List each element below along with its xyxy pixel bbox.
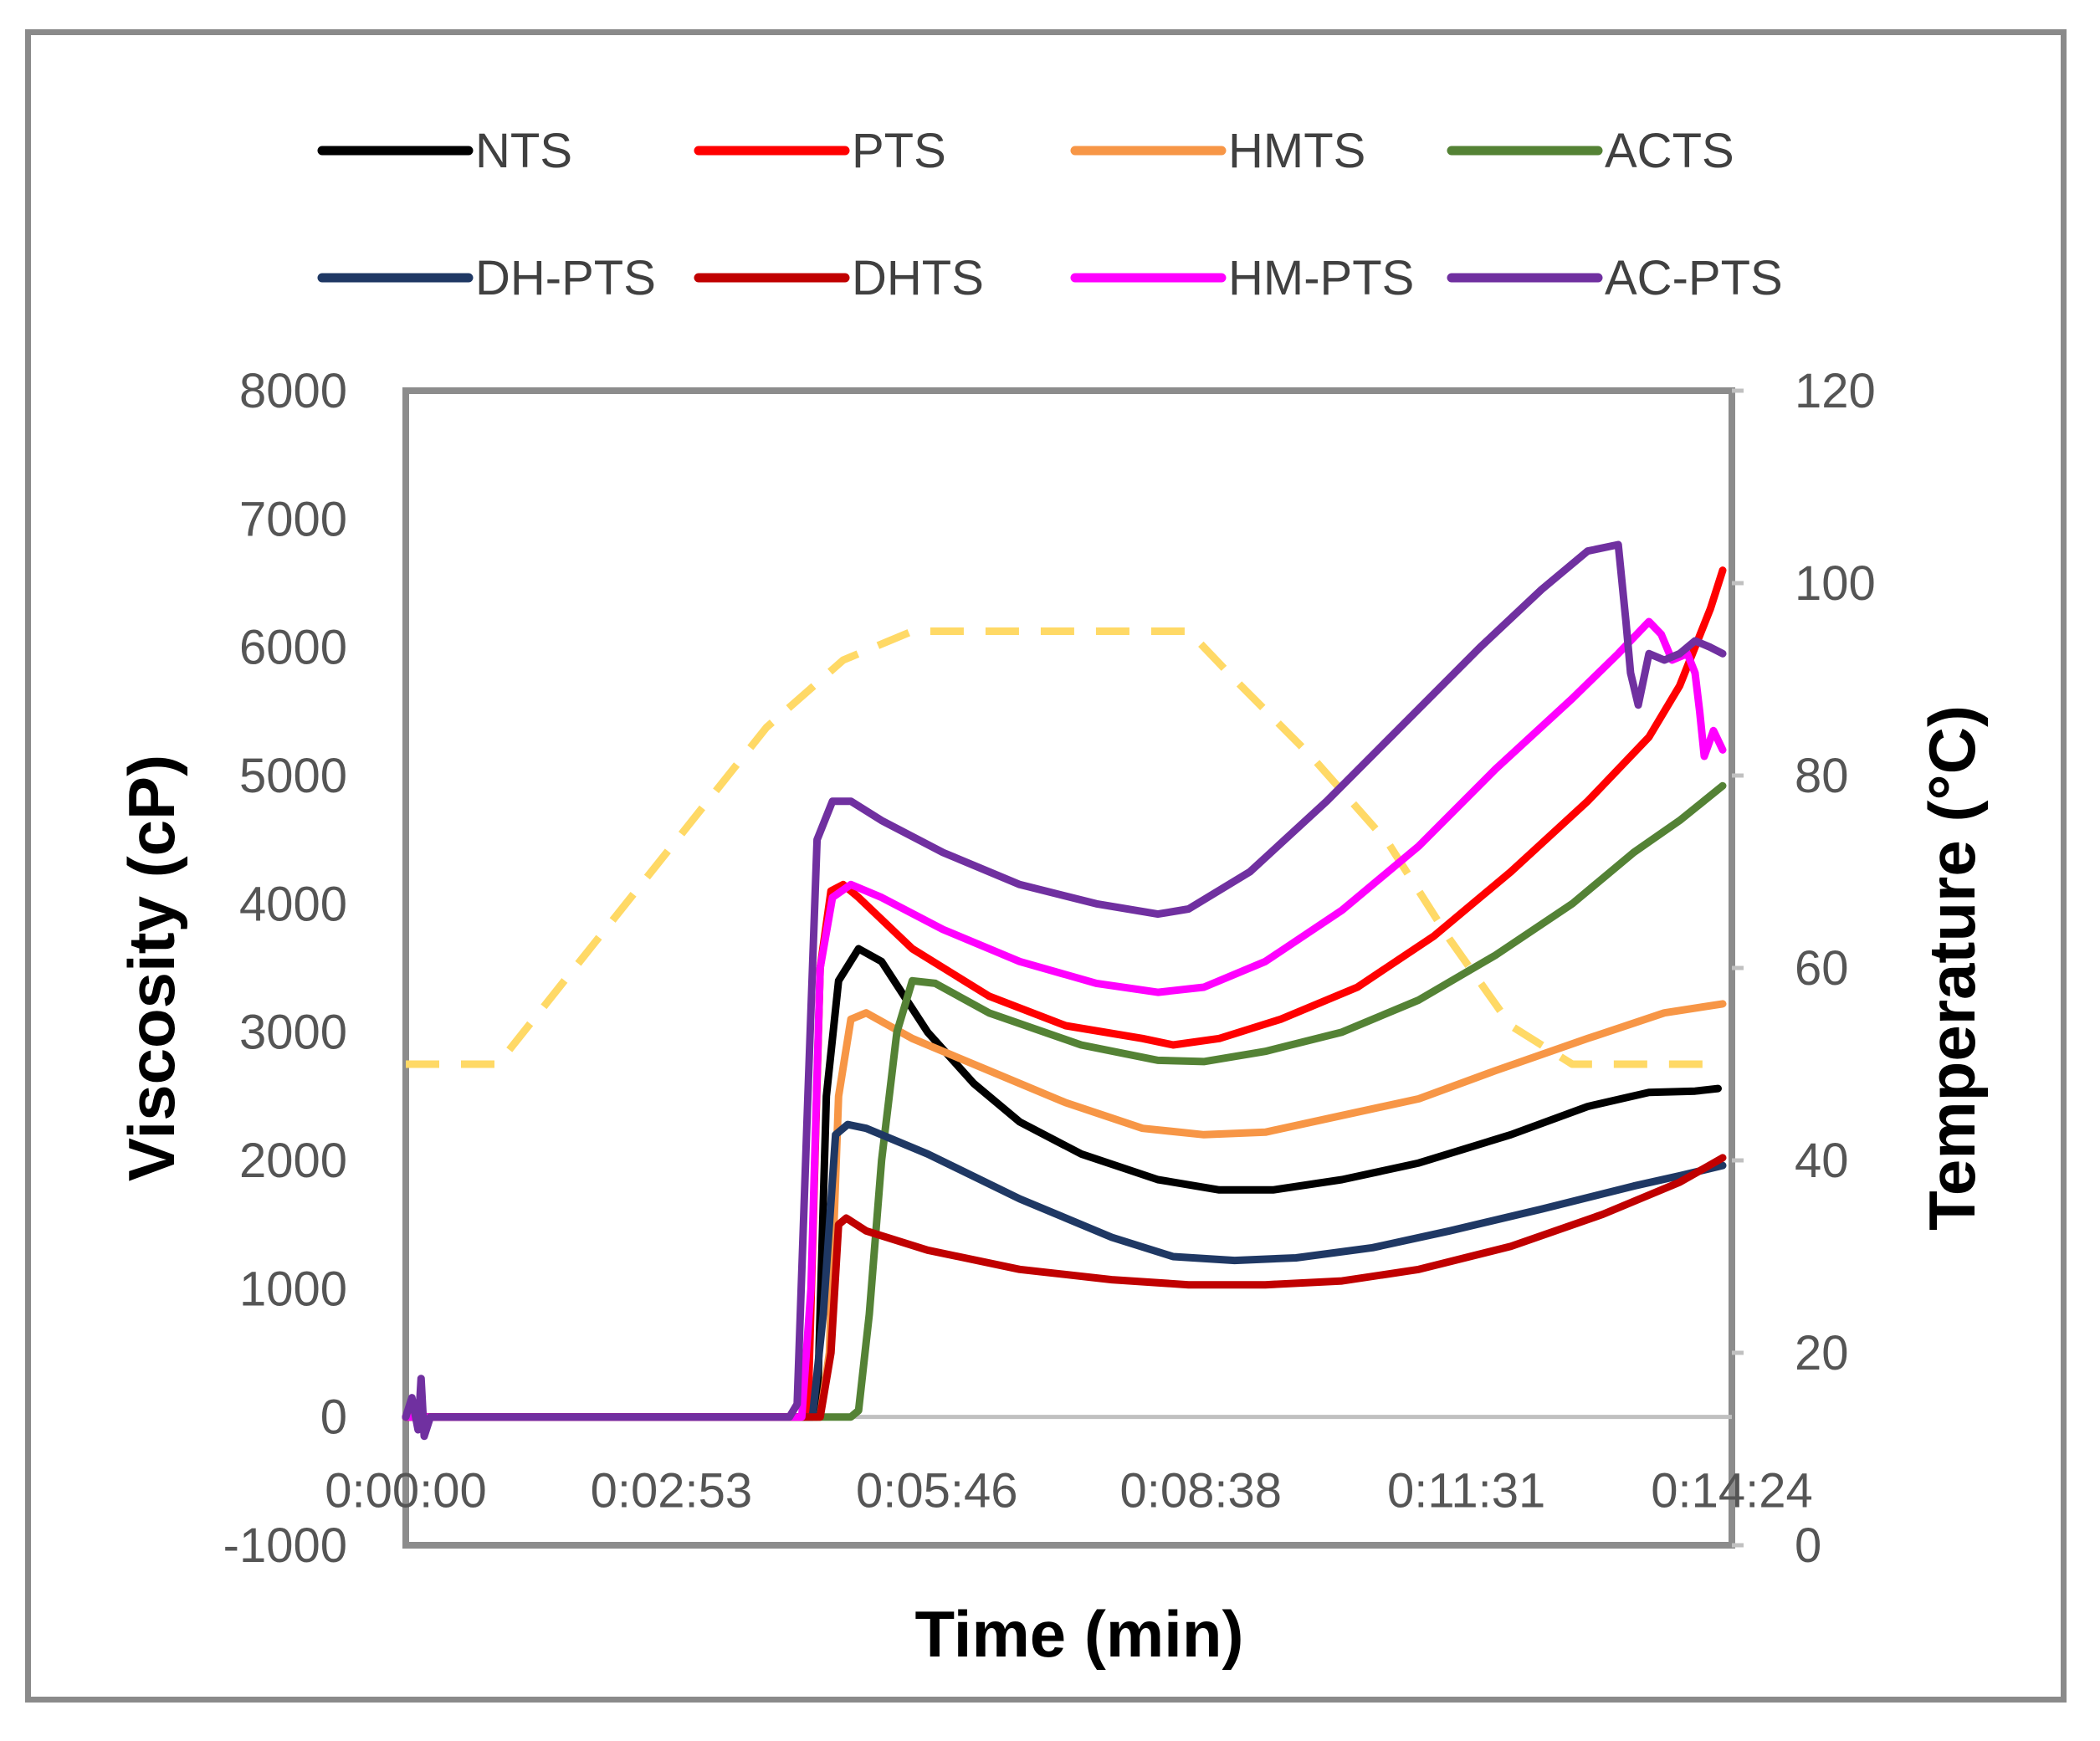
y-axis-title: Viscosity (cP) [115, 755, 188, 1181]
x-tick-label: 0:14:24 [1651, 1464, 1813, 1518]
x-tick-label: 0:02:53 [591, 1464, 753, 1518]
legend-label-pts: PTS [852, 124, 946, 178]
x-tick-label: 0:05:46 [856, 1464, 1018, 1518]
series-line-ac-pts [402, 540, 1727, 1441]
legend-label-hmts: HMTS [1228, 124, 1365, 178]
y-tick-label: 3000 [239, 1006, 347, 1060]
legend-label-hm-pts: HM-PTS [1228, 251, 1414, 305]
series-line-nts [402, 945, 1722, 1421]
chart-frame [25, 29, 2067, 1703]
viscosity-series [402, 540, 1727, 1441]
left-y-axis-ticks: -1000 0 1000 2000 3000 4000 5000 6000 7000 8000 [223, 364, 347, 1573]
x-tick-label: 0:00:00 [325, 1464, 487, 1518]
x-axis-title: Time (min) [915, 1597, 1244, 1671]
y-tick-label: 5000 [239, 749, 347, 803]
y2-tick-label: 40 [1795, 1134, 1849, 1188]
y2-tick-label: 120 [1795, 364, 1876, 418]
temperature-line [406, 627, 1723, 1068]
series-line-acts [402, 781, 1727, 1421]
y-tick-label: 4000 [239, 877, 347, 931]
legend-label-nts: NTS [475, 124, 572, 178]
legend-label-dh-pts: DH-PTS [475, 251, 656, 305]
x-tick-label: 0:11:31 [1387, 1464, 1545, 1518]
y-tick-label: 6000 [239, 621, 347, 675]
y-tick-label: 1000 [239, 1262, 347, 1316]
series-line-dhts [402, 1154, 1727, 1421]
y2-axis-title: Temperature (°C) [1915, 705, 1989, 1231]
y-tick-label: 8000 [239, 364, 347, 418]
y2-tick-label: 80 [1795, 749, 1849, 803]
y-tick-label: 2000 [239, 1134, 347, 1188]
legend-label-ac-pts: AC-PTS [1605, 251, 1783, 305]
x-axis-ticks: 0:00:00 0:02:53 0:05:46 0:08:38 0:11:31 0:14:… [325, 1464, 1813, 1518]
y-tick-label: 0 [320, 1390, 347, 1445]
right-y-axis-ticks: 0 20 40 60 80 100 120 [1732, 364, 1876, 1573]
x-tick-label: 0:08:38 [1120, 1464, 1283, 1518]
y-tick-label: -1000 [223, 1518, 347, 1573]
y2-tick-label: 60 [1795, 941, 1849, 996]
series-line-hm-pts [402, 617, 1727, 1421]
legend-label-dhts: DHTS [852, 251, 984, 305]
y2-tick-label: 0 [1795, 1518, 1821, 1573]
y2-tick-label: 100 [1795, 556, 1876, 611]
plot-area [402, 387, 1735, 1549]
legend-label-acts: ACTS [1605, 124, 1734, 178]
series-line-dh-pts [402, 1120, 1727, 1421]
legend: NTS PTS HMTS ACTS DH-PTS DHTS HM-PTS AC-PTS [317, 124, 1783, 305]
y-tick-label: 7000 [239, 492, 347, 546]
y2-tick-label: 20 [1795, 1326, 1849, 1380]
temperature-series [406, 627, 1723, 1068]
